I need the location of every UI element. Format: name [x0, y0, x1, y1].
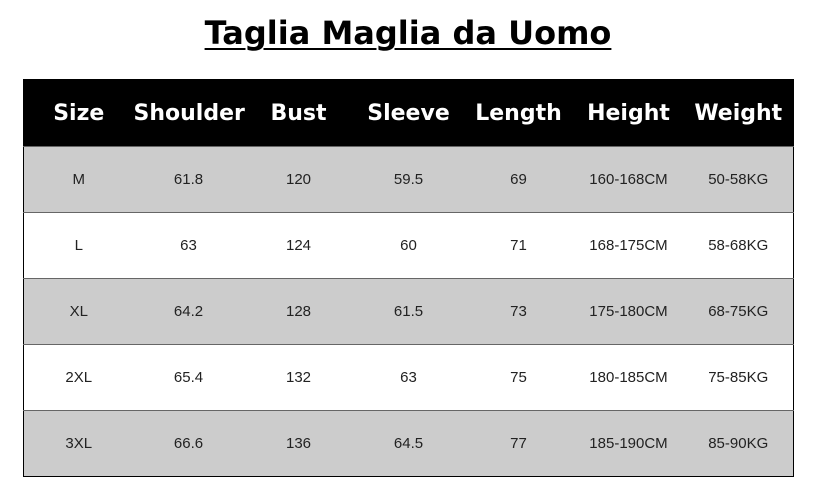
cell-sleeve: 61.5: [353, 278, 464, 345]
cell-length: 71: [463, 212, 574, 279]
cell-sleeve: 63: [353, 344, 464, 411]
column-header-sleeve: Sleeve: [353, 79, 464, 147]
table-row: L 63 124 60 71 168-175CM 58-68KG: [23, 212, 794, 279]
cell-shoulder: 65.4: [133, 344, 244, 411]
cell-length: 77: [463, 410, 574, 477]
cell-weight: 68-75KG: [683, 278, 794, 345]
column-header-shoulder: Shoulder: [133, 79, 245, 147]
cell-size: XL: [23, 278, 134, 345]
cell-length: 75: [463, 344, 574, 411]
cell-size: 2XL: [23, 344, 134, 411]
cell-height: 180-185CM: [573, 344, 684, 411]
cell-weight: 75-85KG: [683, 344, 794, 411]
cell-height: 168-175CM: [573, 212, 684, 279]
cell-bust: 128: [243, 278, 354, 345]
cell-length: 69: [463, 146, 574, 213]
column-header-size: Size: [23, 79, 134, 147]
cell-shoulder: 61.8: [133, 146, 244, 213]
table-row: 3XL 66.6 136 64.5 77 185-190CM 85-90KG: [23, 410, 794, 477]
cell-bust: 132: [243, 344, 354, 411]
cell-weight: 58-68KG: [683, 212, 794, 279]
table-row: XL 64.2 128 61.5 73 175-180CM 68-75KG: [23, 278, 794, 345]
column-header-bust: Bust: [243, 79, 354, 147]
cell-weight: 50-58KG: [683, 146, 794, 213]
cell-height: 185-190CM: [573, 410, 684, 477]
cell-bust: 124: [243, 212, 354, 279]
cell-sleeve: 59.5: [353, 146, 464, 213]
cell-sleeve: 60: [353, 212, 464, 279]
header-row: Size Shoulder Bust Sleeve Length Height Weight: [23, 79, 794, 147]
cell-weight: 85-90KG: [683, 410, 794, 477]
page-title: Taglia Maglia da Uomo: [0, 14, 816, 52]
cell-height: 160-168CM: [573, 146, 684, 213]
cell-bust: 120: [243, 146, 354, 213]
cell-length: 73: [463, 278, 574, 345]
cell-size: 3XL: [23, 410, 134, 477]
cell-bust: 136: [243, 410, 354, 477]
column-header-weight: Weight: [683, 79, 794, 147]
table-row: 2XL 65.4 132 63 75 180-185CM 75-85KG: [23, 344, 794, 411]
cell-shoulder: 64.2: [133, 278, 244, 345]
title-text: Taglia Maglia da Uomo: [204, 14, 612, 52]
cell-size: M: [23, 146, 134, 213]
cell-size: L: [23, 212, 134, 279]
column-header-height: Height: [573, 79, 684, 147]
column-header-length: Length: [463, 79, 574, 147]
size-chart-table: Size Shoulder Bust Sleeve Length Height Weight…: [23, 79, 794, 477]
cell-shoulder: 63: [133, 212, 244, 279]
cell-height: 175-180CM: [573, 278, 684, 345]
cell-sleeve: 64.5: [353, 410, 464, 477]
cell-shoulder: 66.6: [133, 410, 244, 477]
table-row: M 61.8 120 59.5 69 160-168CM 50-58KG: [23, 146, 794, 213]
